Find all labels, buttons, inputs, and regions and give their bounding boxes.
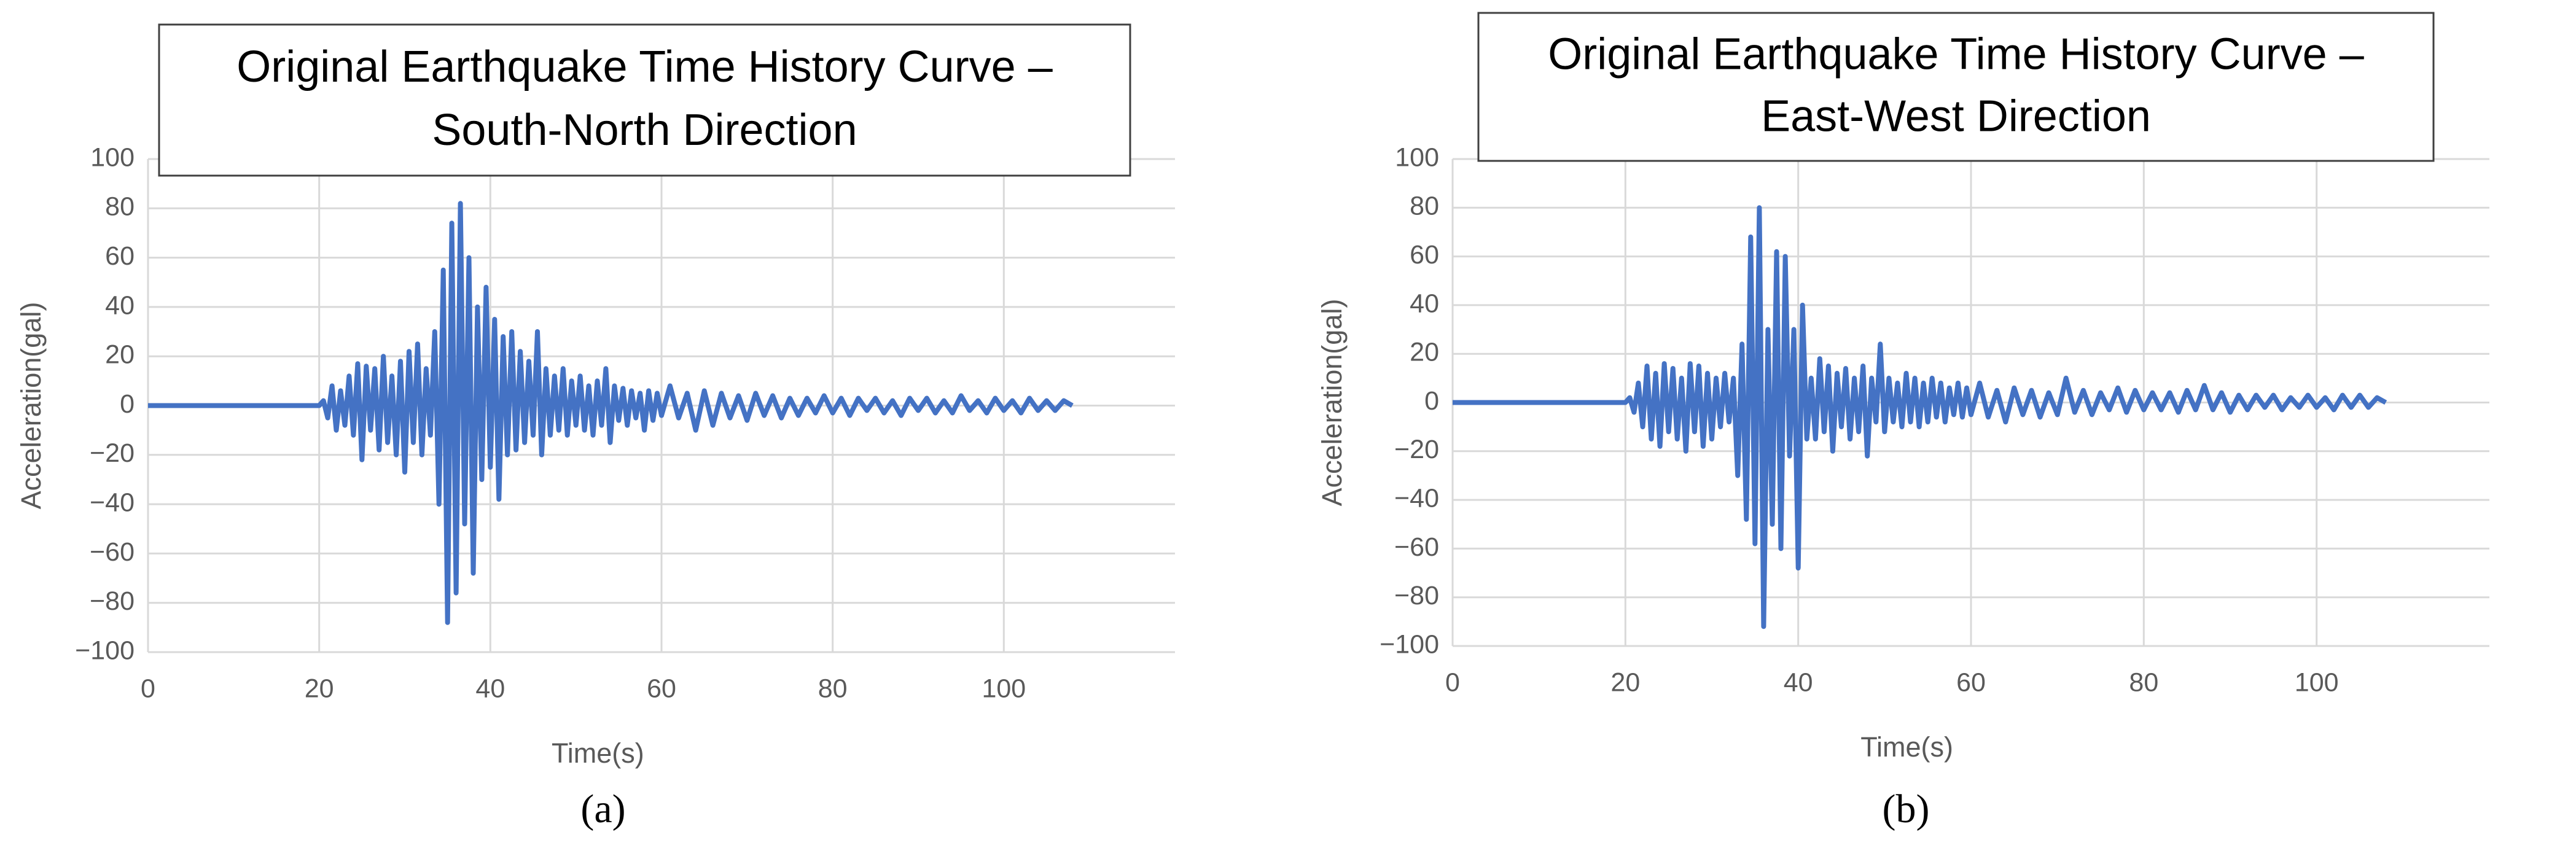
y-tick-label: 40 bbox=[105, 290, 135, 320]
x-tick-label: 0 bbox=[1445, 667, 1460, 697]
y-tick-label: 0 bbox=[120, 389, 135, 419]
x-tick-label: 80 bbox=[818, 674, 848, 703]
x-tick-label: 20 bbox=[305, 674, 334, 703]
y-tick-label: −80 bbox=[1394, 581, 1439, 610]
y-tick-label: 80 bbox=[1410, 192, 1439, 221]
y-tick-label: 80 bbox=[105, 192, 135, 222]
y-tick-label: −40 bbox=[90, 488, 135, 517]
x-axis-label: Time(s) bbox=[1860, 731, 1953, 763]
y-tick-label: −40 bbox=[1394, 483, 1439, 513]
x-axis-label: Time(s) bbox=[552, 737, 644, 769]
title-box bbox=[1477, 12, 2435, 162]
x-tick-label: 100 bbox=[982, 674, 1026, 703]
x-tick-label: 20 bbox=[1610, 667, 1640, 697]
y-tick-label: −20 bbox=[1394, 435, 1439, 464]
y-tick-label: −80 bbox=[90, 586, 135, 616]
x-tick-label: 60 bbox=[1956, 667, 1986, 697]
y-tick-label: 100 bbox=[90, 142, 135, 172]
x-tick-label: 0 bbox=[141, 674, 155, 703]
chart-title: Original Earthquake Time History Curve – bbox=[236, 42, 1053, 91]
y-axis-label: Acceleration(gal) bbox=[15, 302, 47, 510]
caption: (a) bbox=[580, 787, 625, 831]
y-tick-label: −60 bbox=[90, 537, 135, 567]
chart-title: East-West Direction bbox=[1761, 92, 2151, 141]
y-tick-label: −60 bbox=[1394, 532, 1439, 562]
chart-title: Original Earthquake Time History Curve – bbox=[1548, 29, 2364, 79]
y-axis-label: Acceleration(gal) bbox=[1316, 299, 1348, 507]
series-line bbox=[148, 201, 1074, 625]
y-tick-label: −100 bbox=[1380, 629, 1439, 659]
y-tick-label: 60 bbox=[1410, 240, 1439, 270]
y-tick-label: 100 bbox=[1395, 142, 1439, 172]
y-tick-label: 20 bbox=[105, 340, 135, 370]
x-tick-label: 100 bbox=[2295, 667, 2339, 697]
y-tick-label: 60 bbox=[105, 241, 135, 271]
y-tick-label: 20 bbox=[1410, 338, 1439, 367]
y-tick-label: 0 bbox=[1424, 386, 1439, 416]
x-tick-label: 60 bbox=[647, 674, 676, 703]
x-tick-label: 80 bbox=[2129, 667, 2158, 697]
y-tick-label: −100 bbox=[75, 636, 135, 665]
title-box bbox=[158, 23, 1131, 177]
chart-title: South-North Direction bbox=[432, 106, 857, 155]
x-tick-label: 40 bbox=[475, 674, 505, 703]
caption: (b) bbox=[1883, 787, 1930, 831]
y-tick-label: −20 bbox=[90, 438, 135, 468]
series-line bbox=[1453, 205, 2387, 629]
x-tick-label: 40 bbox=[1784, 667, 1813, 697]
y-tick-label: 40 bbox=[1410, 289, 1439, 318]
